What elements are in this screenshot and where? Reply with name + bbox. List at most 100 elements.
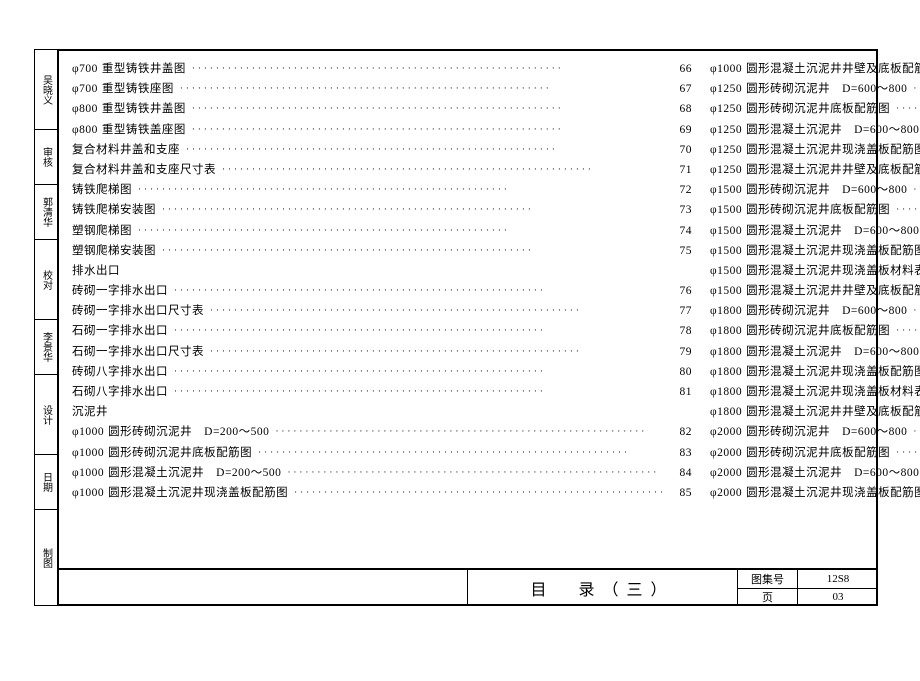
toc-dots	[180, 145, 670, 154]
toc-dots	[269, 427, 670, 436]
toc-page: 78	[670, 326, 692, 338]
toc-row: φ700重型铸铁座图67	[72, 84, 692, 104]
toc-page: 81	[670, 387, 692, 399]
toc-row: φ1500圆形混凝土沉泥井井壁及底板配筋图97	[710, 286, 920, 306]
toc-row: φ1000圆形混凝土沉泥井 D=200～50084	[72, 468, 692, 488]
toc-page: 67	[670, 84, 692, 96]
toc-page: 83	[670, 448, 692, 460]
toc-prefix: φ1500	[710, 205, 746, 217]
sidebar-cell: 制图	[35, 510, 57, 605]
sidebar-cell: 日期	[35, 455, 57, 510]
toc-prefix: φ1800	[710, 326, 746, 338]
toc-page: 73	[670, 205, 692, 217]
toc-row: φ2000圆形砖砌沉泥井底板配筋图105	[710, 448, 920, 468]
toc-row: φ1800圆形砖砌沉泥井底板配筋图99	[710, 326, 920, 346]
toc-row: φ1800圆形混凝土沉泥井现浇盖板材料表102	[710, 387, 920, 407]
toc-label: 沉泥井	[72, 407, 108, 419]
toc-row: 砖砌一字排水出口尺寸表 77	[72, 306, 692, 326]
toc-prefix: φ1250	[710, 165, 746, 177]
toc-label: 圆形砖砌沉泥井底板配筋图	[746, 326, 890, 338]
toc-dots	[156, 246, 670, 255]
toc-label: 圆形混凝土沉泥井井壁及底板配筋图	[746, 407, 920, 419]
sidebar-cell: 设计	[35, 375, 57, 455]
toc-page: 79	[670, 347, 692, 359]
toc-column-left: φ700重型铸铁井盖图66φ700重型铸铁座图67φ800重型铸铁井盖图68φ8…	[72, 64, 692, 553]
toc-dots	[168, 286, 670, 295]
toc-label: 圆形混凝土沉泥井 D=600～800	[746, 226, 919, 238]
toc-prefix: φ1500	[710, 286, 746, 298]
toc-label: 圆形混凝土沉泥井 D=600～800	[746, 125, 919, 137]
toc-label: 重型铸铁盖座图	[102, 125, 186, 137]
toc-row: φ1800圆形混凝土沉泥井 D=600～800100	[710, 347, 920, 367]
toc-row: φ700重型铸铁井盖图66	[72, 64, 692, 84]
toc-row: φ1500圆形混凝土沉泥井 D=600～80094	[710, 226, 920, 246]
toc-row: 塑钢爬梯安装图75	[72, 246, 692, 266]
toc-dots	[890, 448, 920, 457]
toc-label: 圆形砖砌沉泥井 D=200～500	[108, 427, 269, 439]
toc-row: φ1250圆形混凝土沉泥井井壁及底板配筋图91	[710, 165, 920, 185]
toc-dots	[186, 64, 670, 73]
sidebar-cell: 审核	[35, 130, 57, 185]
toc-dots	[186, 125, 670, 134]
toc-prefix: φ1250	[710, 125, 746, 137]
toc-prefix: φ1250	[710, 145, 746, 157]
toc-page: 69	[670, 125, 692, 137]
toc-prefix: φ1800	[710, 407, 746, 419]
toc-prefix: φ800	[72, 125, 102, 137]
page-root: { "sidebar": [ { "label": "制图", "sig": "…	[0, 0, 920, 681]
toc-prefix: φ1800	[710, 387, 746, 399]
toc-prefix: φ1500	[710, 266, 746, 278]
toc-row: φ1000圆形砖砌沉泥井底板配筋图83	[72, 448, 692, 468]
toc-row: φ1250圆形砖砌沉泥井底板配筋图88	[710, 104, 920, 124]
toc-label: 圆形混凝土沉泥井现浇盖板配筋图	[108, 488, 288, 500]
toc-label: 圆形砖砌沉泥井 D=600～800	[746, 306, 907, 318]
toc-dots	[168, 387, 670, 396]
toc-prefix: φ800	[72, 104, 102, 116]
toc-dots	[890, 326, 920, 335]
toc-label: 圆形混凝土沉泥井现浇盖板配筋图	[746, 367, 920, 379]
toc-label: 重型铸铁座图	[102, 84, 174, 96]
toc-prefix: φ700	[72, 64, 102, 76]
toc-prefix: φ2000	[710, 488, 746, 500]
sidebar-cell: 李景华	[35, 320, 57, 375]
toc-page: 70	[670, 145, 692, 157]
toc-page: 80	[670, 367, 692, 379]
toc-page: 77	[670, 306, 692, 318]
toc-label: 圆形混凝土沉泥井现浇盖板材料表	[746, 387, 920, 399]
toc-dots	[252, 448, 670, 457]
toc-label: 圆形砖砌沉泥井底板配筋图	[746, 448, 890, 460]
toc-row: φ1800圆形混凝土沉泥井井壁及底板配筋图103	[710, 407, 920, 427]
toc-row: φ1000圆形混凝土沉泥井井壁及底板配筋图86	[710, 64, 920, 84]
toc-row: 沉泥井	[72, 407, 692, 427]
toc-page: 74	[670, 226, 692, 238]
toc-row: φ1000圆形砖砌沉泥井 D=200～50082	[72, 427, 692, 447]
toc-label: 砖砌一字排水出口尺寸表	[72, 306, 204, 318]
toc-dots	[132, 226, 670, 235]
toc-page: 85	[670, 488, 692, 500]
toc-prefix: φ1250	[710, 104, 746, 116]
toc-row: φ1800圆形砖砌沉泥井 D=600～80098	[710, 306, 920, 326]
toc-dots	[174, 84, 670, 93]
toc-row: φ1500圆形砖砌沉泥井 D=600～80092	[710, 185, 920, 205]
toc-dots	[186, 104, 670, 113]
approval-sidebar: 吴晓义审核郭清华校对李景华设计日期制图	[34, 49, 57, 606]
toc-label: 复合材料井盖和支座	[72, 145, 180, 157]
toc-row: 塑钢爬梯图 74	[72, 226, 692, 246]
toc-label: 塑钢爬梯图	[72, 226, 132, 238]
toc-label: 圆形砖砌沉泥井底板配筋图	[746, 205, 890, 217]
toc-prefix: φ1250	[710, 84, 746, 96]
toc-row: φ1800圆形混凝土沉泥井现浇盖板配筋图101	[710, 367, 920, 387]
toc-prefix: φ1800	[710, 367, 746, 379]
toc-label: 圆形砖砌沉泥井底板配筋图	[746, 104, 890, 116]
toc-label: 圆形砖砌沉泥井底板配筋图	[108, 448, 252, 460]
toc-dots	[168, 326, 670, 335]
toc-prefix: φ2000	[710, 448, 746, 460]
toc-label: 石砌八字排水出口	[72, 387, 168, 399]
toc-label: 圆形混凝土沉泥井井壁及底板配筋图	[746, 286, 920, 298]
toc-label: 圆形混凝土沉泥井 D=200～500	[108, 468, 281, 480]
toc-label: 圆形混凝土沉泥井现浇盖板配筋图	[746, 246, 920, 258]
toc-dots	[890, 205, 920, 214]
toc-row: φ1000圆形混凝土沉泥井现浇盖板配筋图85	[72, 488, 692, 508]
toc-label: 砖砌八字排水出口	[72, 367, 168, 379]
toc-label: 铸铁爬梯安装图	[72, 205, 156, 217]
